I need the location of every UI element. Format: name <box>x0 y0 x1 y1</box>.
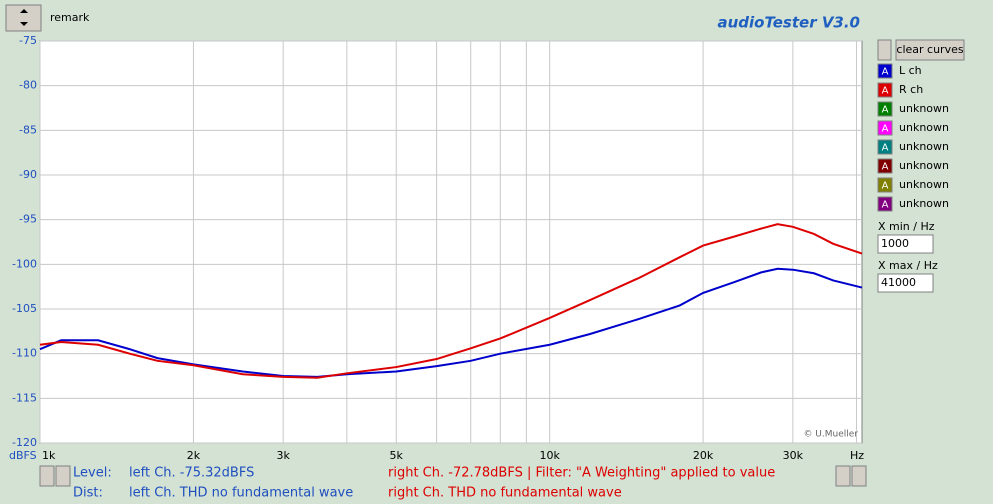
app-title: audioTester V3.0 <box>717 14 860 32</box>
legend-label: unknown <box>899 178 949 191</box>
spin-button[interactable] <box>5 4 42 32</box>
legend-icon-label: A <box>882 86 889 97</box>
scroll-button[interactable] <box>55 465 71 487</box>
legend-swatch[interactable] <box>877 63 893 79</box>
dist-left: left Ch. THD no fundamental wave <box>129 486 353 501</box>
spin-button[interactable] <box>877 39 892 61</box>
dist-label: Dist: <box>73 486 103 501</box>
legend-label: unknown <box>899 140 949 153</box>
xmax-value: 41000 <box>881 276 916 289</box>
arrow-icon <box>20 22 28 26</box>
legend-icon-label: A <box>882 181 889 192</box>
x-tick-label: 2k <box>187 449 201 462</box>
xmin-input[interactable] <box>877 234 934 254</box>
legend-swatch[interactable] <box>877 101 893 117</box>
legend-label: L ch <box>899 64 922 77</box>
plot-area <box>39 40 863 444</box>
y-tick-label: -75 <box>19 34 37 47</box>
scroll-button[interactable] <box>835 465 851 487</box>
dist-right: right Ch. THD no fundamental wave <box>388 486 622 501</box>
legend-swatch[interactable] <box>877 120 893 136</box>
data-line <box>39 267 863 378</box>
legend-icon-label: A <box>882 200 889 211</box>
legend-label: R ch <box>899 83 923 96</box>
y-tick-label: -120 <box>12 436 37 449</box>
legend-swatch[interactable] <box>877 82 893 98</box>
legend-label: unknown <box>899 159 949 172</box>
y-unit: dBFS <box>9 449 37 462</box>
legend-label: unknown <box>899 197 949 210</box>
scroll-button[interactable] <box>851 465 867 487</box>
legend-label: unknown <box>899 121 949 134</box>
legend-swatch[interactable] <box>877 158 893 174</box>
xmax-input[interactable] <box>877 273 934 293</box>
x-tick-label: 10k <box>539 449 560 462</box>
scroll-button[interactable] <box>39 465 55 487</box>
legend-icon-label: A <box>882 143 889 154</box>
x-tick-label: 30k <box>783 449 804 462</box>
y-tick-label: -90 <box>19 168 37 181</box>
legend-icon-label: A <box>882 105 889 116</box>
legend-icon-label: A <box>882 124 889 135</box>
legend-label: unknown <box>899 102 949 115</box>
x-tick-label: 1k <box>42 449 56 462</box>
clear-button-label: clear curves <box>896 43 963 56</box>
y-tick-label: -115 <box>12 391 37 404</box>
y-tick-label: -80 <box>19 79 37 92</box>
x-tick-label: 5k <box>390 449 404 462</box>
level-left: left Ch. -75.32dBFS <box>129 466 254 481</box>
y-tick-label: -95 <box>19 213 37 226</box>
legend-swatch[interactable] <box>877 139 893 155</box>
remark-label: remark <box>50 11 90 24</box>
level-right: right Ch. -72.78dBFS | Filter: "A Weight… <box>388 466 775 481</box>
legend-icon-label: A <box>882 67 889 78</box>
clear-button[interactable] <box>895 39 965 61</box>
xmax-label: X max / Hz <box>878 259 938 272</box>
level-label: Level: <box>73 466 112 481</box>
legend-swatch[interactable] <box>877 177 893 193</box>
legend-icon-label: A <box>882 162 889 173</box>
legend-swatch[interactable] <box>877 196 893 212</box>
y-tick-label: -110 <box>12 347 37 360</box>
xmin-value: 1000 <box>881 237 909 250</box>
xmin-label: X min / Hz <box>878 220 935 233</box>
arrow-icon <box>20 9 28 13</box>
data-line <box>39 223 863 379</box>
y-tick-label: -105 <box>12 302 37 315</box>
x-tick-label: 3k <box>276 449 290 462</box>
y-tick-label: -85 <box>19 123 37 136</box>
x-unit: Hz <box>850 449 864 462</box>
y-tick-label: -100 <box>12 257 37 270</box>
x-tick-label: 20k <box>693 449 714 462</box>
copyright: © U.Mueller <box>803 430 858 440</box>
